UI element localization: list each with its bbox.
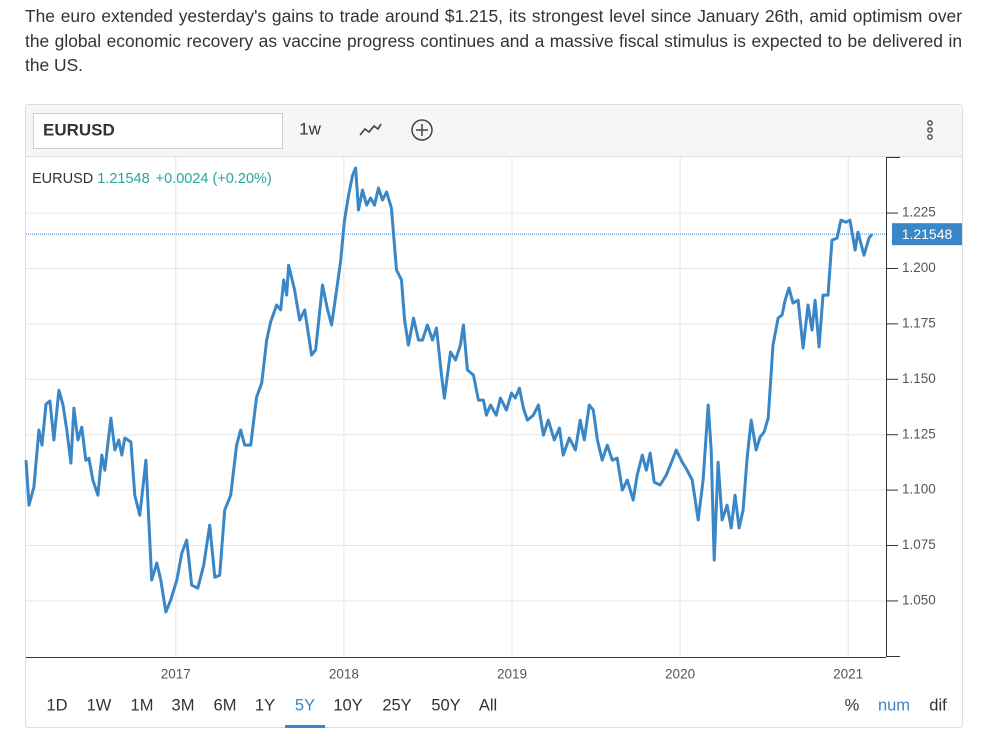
- compare-icon[interactable]: [411, 119, 433, 141]
- range-button[interactable]: 1D: [46, 696, 67, 714]
- x-tick-label: 2020: [665, 667, 695, 682]
- quote-header: EURUSD 1.21548 +0.0024 (+0.20%): [32, 171, 272, 187]
- last-price-box: [892, 223, 962, 246]
- range-button[interactable]: 3M: [172, 696, 195, 714]
- x-tick-label: 2018: [329, 667, 359, 682]
- y-tick-label: 1.150: [902, 371, 936, 386]
- interval-button[interactable]: 1w: [299, 119, 321, 138]
- quote-change: +0.0024 (+0.20%): [156, 171, 272, 187]
- symbol-input[interactable]: [33, 113, 283, 149]
- mode-button[interactable]: %: [845, 696, 860, 714]
- range-button[interactable]: 25Y: [382, 696, 411, 714]
- y-tick-label: 1.125: [902, 426, 936, 441]
- range-button[interactable]: 1Y: [255, 696, 275, 714]
- range-button[interactable]: 5Y: [295, 696, 315, 714]
- range-button[interactable]: 1M: [131, 696, 154, 714]
- y-tick-label: 1.100: [902, 482, 936, 497]
- range-button[interactable]: 6M: [214, 696, 237, 714]
- price-line: [24, 166, 874, 614]
- grid: 1.050 1.075 1.100 1.125 1.150 1.175 1.200 1.225…: [26, 157, 936, 682]
- symbol-text: EURUSD: [43, 120, 115, 139]
- quote-symbol: EURUSD: [32, 171, 93, 187]
- range-button[interactable]: 50Y: [431, 696, 460, 714]
- y-tick-label: 1.175: [902, 315, 936, 330]
- range-buttons: 1D 1W 1M 3M 6M 1Y 5Y 10Y 25Y 50Y All% num dif: [46, 696, 947, 728]
- range-button[interactable]: 1W: [87, 696, 112, 714]
- quote-price: 1.21548: [97, 171, 149, 187]
- widget-frame: [25, 104, 963, 728]
- compare-plus: [416, 124, 428, 136]
- y-tick-label: 1.075: [902, 537, 936, 552]
- range-button[interactable]: 10Y: [333, 696, 362, 714]
- x-tick-label: 2019: [497, 667, 527, 682]
- y-tick-label: 1.200: [902, 260, 936, 275]
- article-text: The euro extended yesterday's gains to t…: [25, 6, 962, 75]
- x-tick-label: 2017: [161, 667, 191, 682]
- plot: 1.21548: [24, 166, 962, 614]
- y-tick-label: 1.050: [902, 592, 936, 607]
- mode-button[interactable]: num: [878, 696, 910, 714]
- mode-button[interactable]: dif: [929, 696, 947, 714]
- range-button[interactable]: All: [479, 696, 497, 714]
- x-tick-label: 2021: [833, 667, 863, 682]
- active-indicator: [285, 725, 325, 728]
- menu-icon[interactable]: [927, 120, 933, 140]
- y-tick-label: 1.225: [902, 205, 936, 220]
- chart-type-icon[interactable]: [359, 123, 382, 136]
- last-price-label: 1.21548: [902, 226, 953, 242]
